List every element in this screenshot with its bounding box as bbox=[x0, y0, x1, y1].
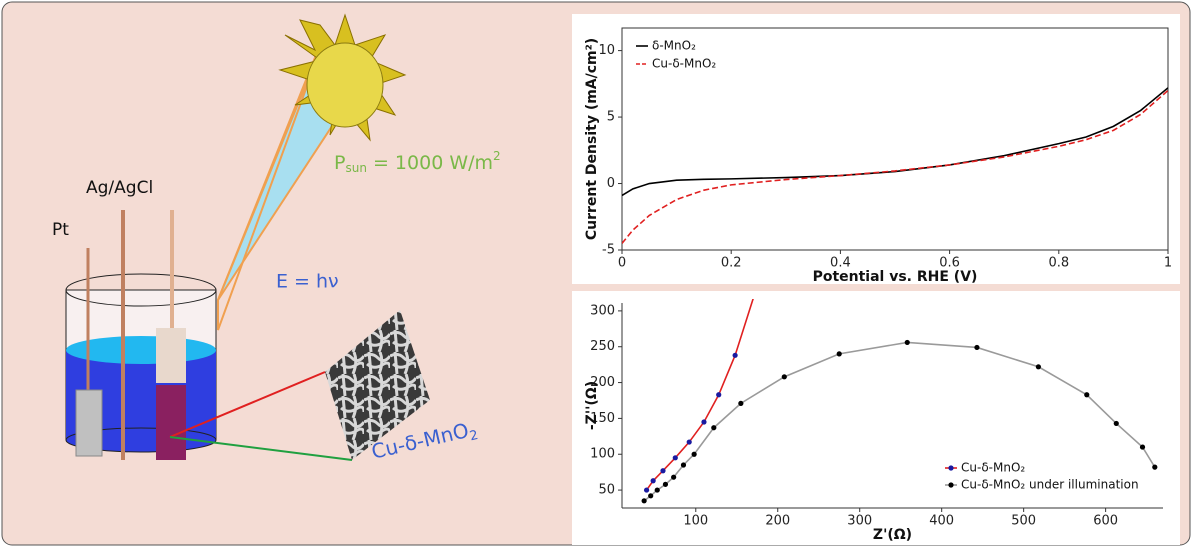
point bbox=[641, 498, 647, 504]
point bbox=[716, 392, 722, 398]
point bbox=[643, 487, 650, 493]
y-tick-label: 0 bbox=[607, 176, 615, 191]
x-axis-label: Potential vs. RHE (V) bbox=[813, 269, 978, 285]
y-tick-label: 200 bbox=[590, 375, 615, 390]
x-tick-label: 300 bbox=[847, 514, 872, 529]
x-tick-label: 0.2 bbox=[721, 256, 742, 271]
point bbox=[1139, 444, 1146, 450]
legend-marker bbox=[948, 482, 954, 488]
beaker-rim bbox=[65, 273, 217, 307]
working-holder bbox=[156, 328, 186, 383]
point bbox=[781, 374, 787, 380]
y-tick-label: 250 bbox=[590, 339, 615, 354]
y-tick-label: -5 bbox=[602, 243, 615, 258]
plot-area bbox=[622, 87, 1168, 244]
point bbox=[732, 352, 738, 358]
point bbox=[738, 400, 744, 406]
x-tick-label: 0.4 bbox=[830, 256, 851, 271]
point bbox=[1113, 420, 1119, 427]
point bbox=[1152, 464, 1158, 470]
point bbox=[662, 481, 669, 487]
plot-area bbox=[641, 299, 1158, 504]
zoom-line bbox=[169, 371, 326, 438]
x-tick-label: 500 bbox=[1011, 514, 1036, 529]
label: sun bbox=[345, 161, 366, 175]
x-tick-label: 0.8 bbox=[1048, 256, 1069, 271]
point bbox=[660, 468, 666, 474]
zoom-line bbox=[169, 436, 353, 461]
x-tick-label: 400 bbox=[929, 514, 954, 529]
point bbox=[648, 493, 654, 499]
chart-panel bbox=[572, 291, 1180, 545]
point bbox=[672, 455, 678, 461]
x-axis-label: Z'(Ω) bbox=[873, 527, 912, 543]
chart-panel bbox=[572, 14, 1180, 284]
point bbox=[904, 339, 910, 346]
label: = 1000 W/m bbox=[367, 152, 493, 174]
legend-label: Cu-δ-MnO₂ bbox=[652, 57, 716, 71]
label: P bbox=[334, 152, 345, 174]
pt-electrode bbox=[75, 389, 103, 457]
y-tick-label: 100 bbox=[590, 447, 615, 462]
point bbox=[1035, 364, 1042, 370]
y-tick-label: 150 bbox=[590, 411, 615, 426]
point bbox=[974, 344, 980, 351]
label: 2 bbox=[493, 149, 501, 163]
y-axis-label: Current Density (mA/cm²) bbox=[584, 38, 600, 240]
label: 2 bbox=[468, 427, 479, 443]
label: E = hν bbox=[276, 271, 339, 293]
x-tick-label: 0 bbox=[618, 256, 626, 271]
x-tick-label: 600 bbox=[1093, 514, 1118, 529]
y-tick-label: 5 bbox=[607, 110, 615, 125]
x-tick-label: 200 bbox=[765, 514, 790, 529]
y-tick-label: 300 bbox=[590, 303, 615, 318]
point bbox=[701, 419, 707, 425]
legend-label: Cu-δ-MnO₂ bbox=[961, 461, 1025, 475]
point bbox=[650, 478, 656, 484]
point bbox=[671, 474, 677, 480]
diagram: Pt Ag/AgCl Psun = 1000 W/m2 E = hν Cu-δ-… bbox=[52, 13, 501, 463]
series-line bbox=[622, 89, 1168, 244]
y-tick-label: 10 bbox=[598, 43, 615, 58]
point bbox=[680, 462, 687, 468]
x-tick-label: 0.6 bbox=[939, 256, 960, 271]
point bbox=[836, 351, 842, 357]
point bbox=[686, 439, 692, 445]
legend-label: δ-MnO₂ bbox=[652, 39, 696, 53]
y-axis-label: -Z''(Ω) bbox=[584, 381, 600, 430]
x-tick-label: 100 bbox=[683, 514, 708, 529]
legend-marker bbox=[948, 465, 954, 471]
beaker-base bbox=[65, 427, 217, 453]
point bbox=[1084, 392, 1090, 398]
point bbox=[654, 487, 660, 493]
legend-label: Cu-δ-MnO₂ under illumination bbox=[961, 478, 1139, 492]
label: Psun = 1000 W/m2 bbox=[334, 149, 501, 175]
label: Pt bbox=[52, 220, 69, 240]
label: Ag/AgCl bbox=[86, 178, 153, 198]
sem-image bbox=[325, 310, 430, 460]
x-tick-label: 1 bbox=[1164, 256, 1172, 271]
y-tick-label: 50 bbox=[598, 483, 615, 498]
point bbox=[711, 425, 717, 431]
point bbox=[691, 451, 697, 457]
working-electrode bbox=[156, 385, 186, 460]
beam-edge bbox=[217, 44, 323, 331]
sun bbox=[278, 13, 407, 142]
